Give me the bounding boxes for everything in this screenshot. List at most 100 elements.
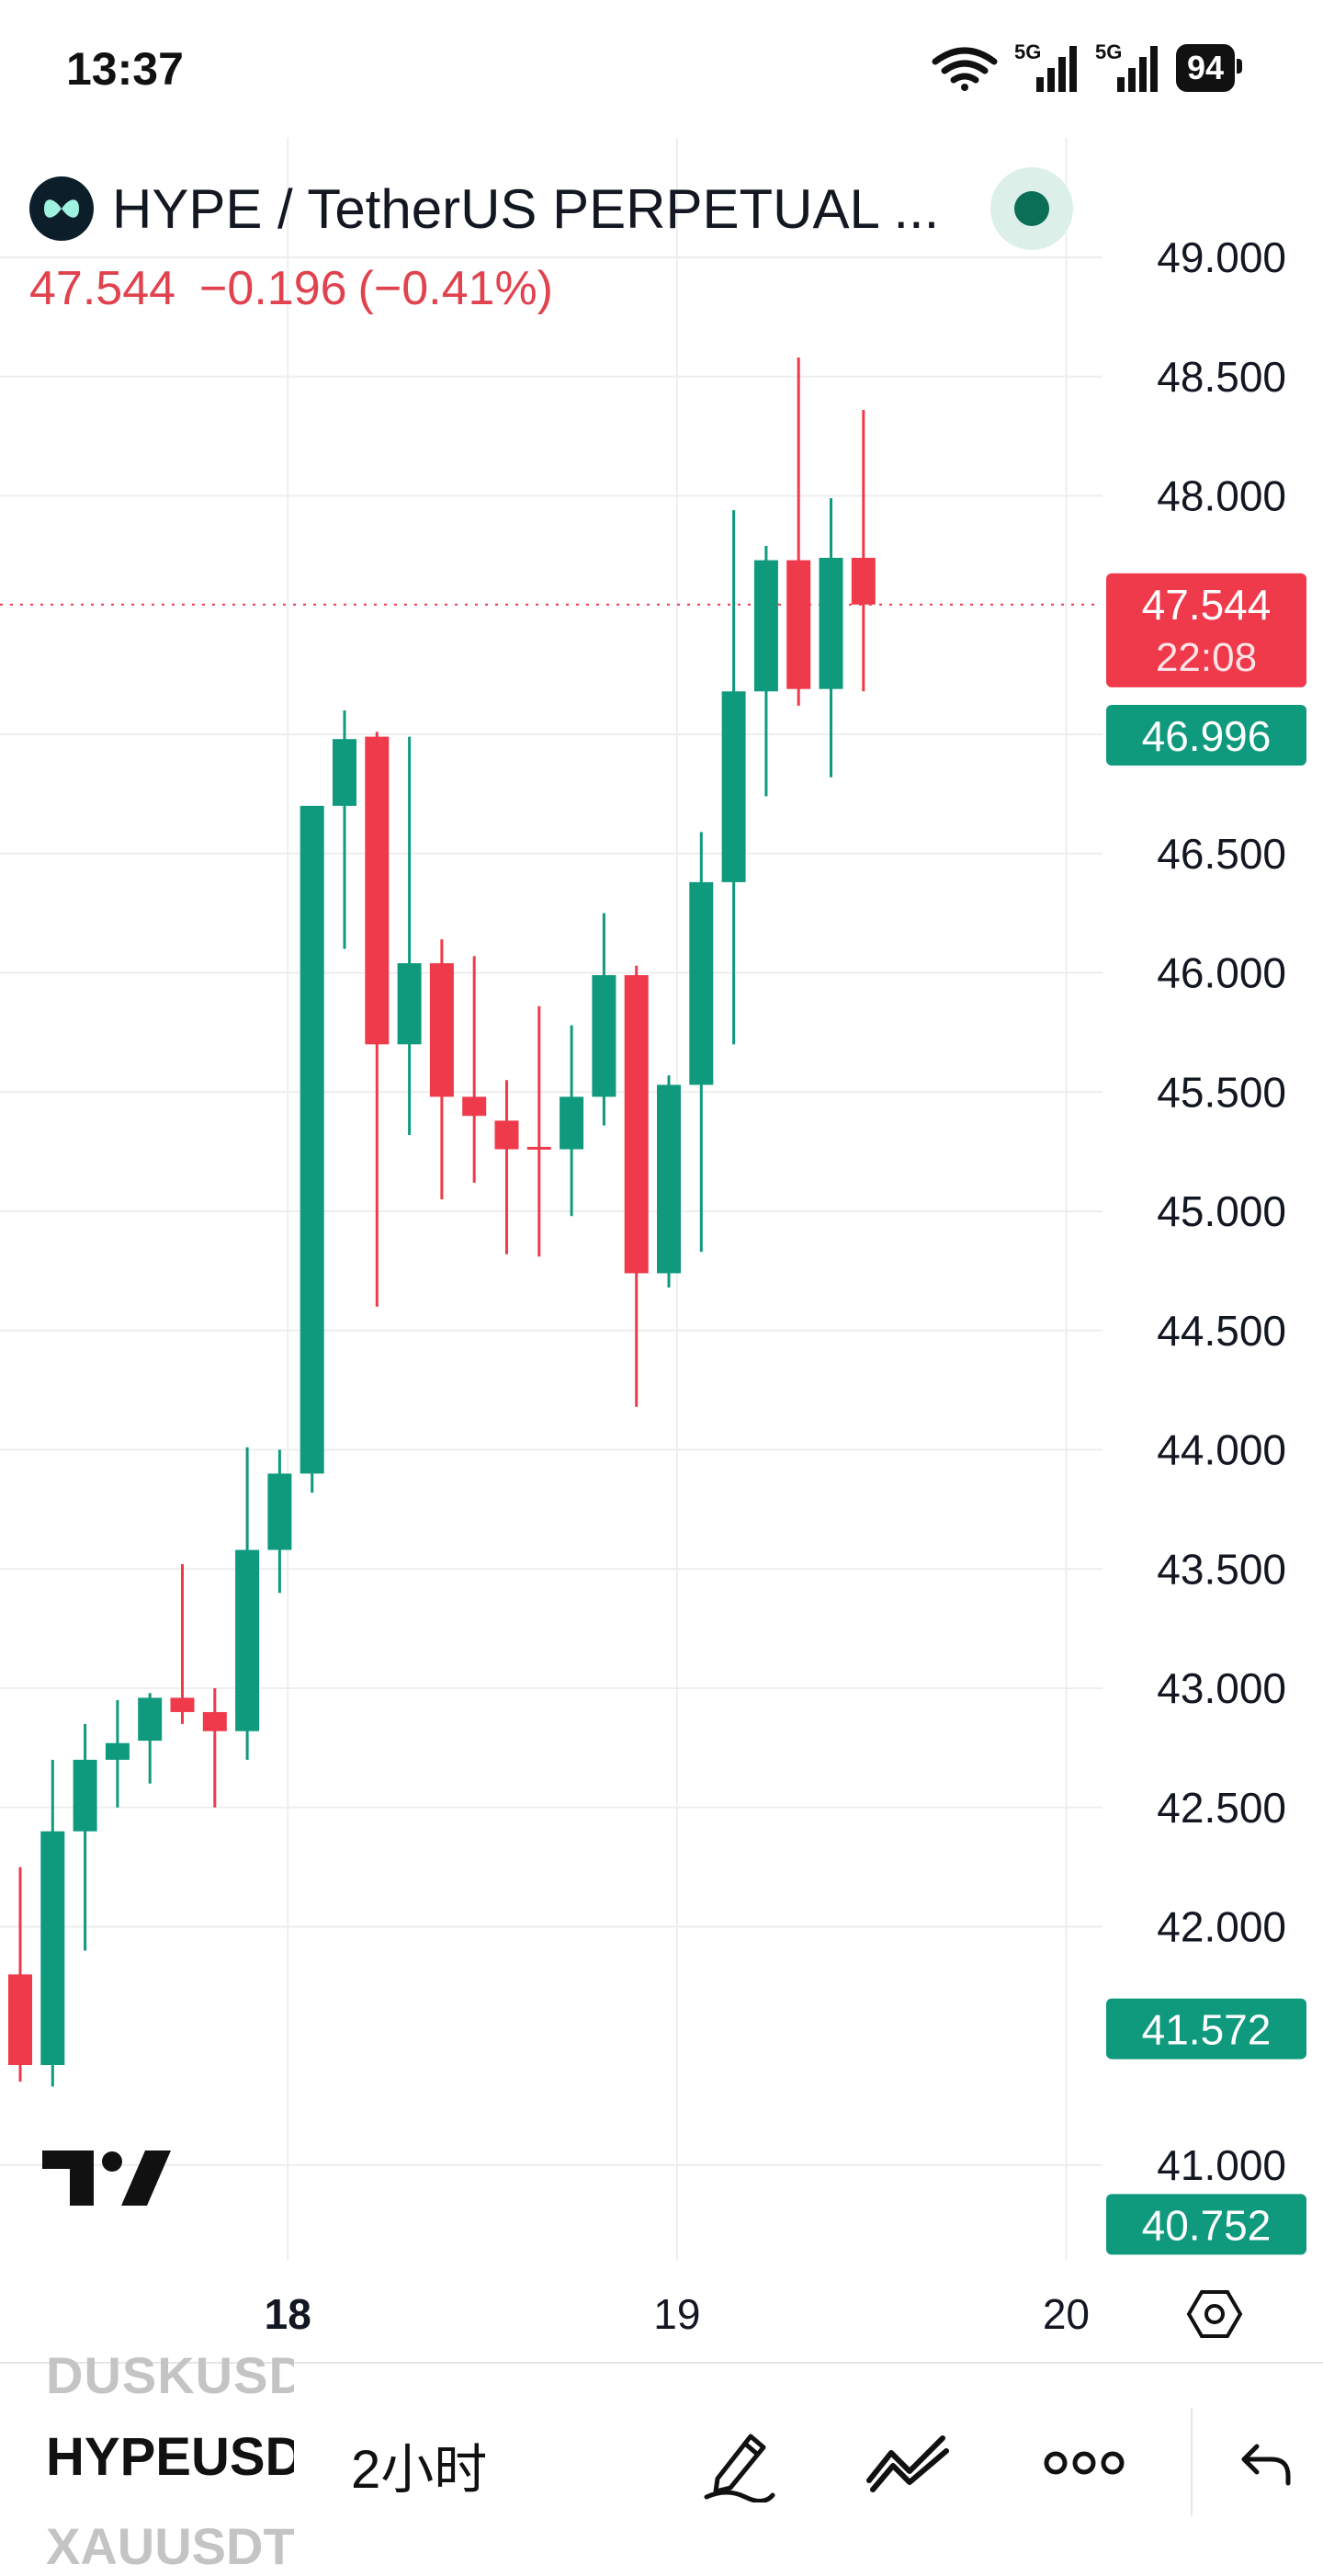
candle-body xyxy=(267,1473,292,1550)
price-tags: 47.544 22:08 46.996 41.572 40.752 xyxy=(1106,573,1306,2255)
candle-body xyxy=(138,1697,163,1742)
candle[interactable] xyxy=(462,956,487,1183)
candle[interactable] xyxy=(267,1449,292,1594)
candle[interactable] xyxy=(721,510,746,1045)
price-summary: 47.544 −0.196 (−0.41%) xyxy=(29,261,577,316)
price-tag-label: 41.572 xyxy=(1142,2006,1272,2054)
symbol-title[interactable]: HYPE / TetherUS PERPETUAL ... xyxy=(112,177,940,240)
last-price: 47.544 xyxy=(29,262,176,315)
candle[interactable] xyxy=(494,1080,519,1254)
candle[interactable] xyxy=(819,498,843,777)
price-axis-label: 43.000 xyxy=(1157,1664,1286,1712)
candle-body xyxy=(105,1742,130,1760)
candle[interactable] xyxy=(365,732,390,1307)
market-status-indicator[interactable] xyxy=(990,167,1073,250)
signal-icon: 5G xyxy=(1013,40,1079,94)
candle-body xyxy=(333,739,356,806)
candle[interactable] xyxy=(300,805,324,1493)
candle[interactable] xyxy=(851,410,876,692)
candle-body xyxy=(657,1084,681,1274)
candle-body xyxy=(753,560,778,692)
bottom-toolbar xyxy=(0,2362,1323,2553)
candle-body xyxy=(851,557,876,605)
price-tag: 47.544 22:08 xyxy=(1106,573,1306,687)
price-axis-label: 46.500 xyxy=(1157,830,1286,878)
symbol-picker-prev[interactable]: DUSKUSDT xyxy=(46,2346,294,2404)
grid xyxy=(0,138,1102,2261)
hype-logo-icon xyxy=(29,176,94,241)
candle[interactable] xyxy=(138,1693,163,1784)
candle-body xyxy=(8,1974,32,2066)
candle[interactable] xyxy=(202,1688,227,1808)
price-tag: 40.752 xyxy=(1106,2194,1306,2255)
candle-body xyxy=(73,1759,97,1832)
price-axis[interactable]: 49.00048.50048.00047.00046.50046.00045.5… xyxy=(1157,233,1286,2189)
candle[interactable] xyxy=(560,1025,584,1217)
candle-body xyxy=(365,736,390,1045)
candle[interactable] xyxy=(786,357,811,706)
candle-body xyxy=(462,1096,487,1117)
candle-body xyxy=(624,975,649,1274)
price-tag-label: 40.752 xyxy=(1142,2201,1272,2249)
symbol-picker-current[interactable]: HYPEUSDT xyxy=(46,2427,294,2487)
drawing-tool-button[interactable] xyxy=(693,2417,785,2509)
candlestick-chart[interactable]: 49.00048.50048.00047.00046.50046.00045.5… xyxy=(0,0,1323,2353)
candle[interactable] xyxy=(689,832,714,1253)
status-icons: 5G 5G 94 xyxy=(932,40,1243,96)
candle[interactable] xyxy=(333,710,356,949)
candle-body xyxy=(40,1831,65,2066)
price-change: −0.196 xyxy=(199,262,347,315)
candle[interactable] xyxy=(170,1564,195,1724)
more-options-button[interactable] xyxy=(1038,2417,1130,2509)
indicators-button[interactable] xyxy=(862,2417,954,2509)
interval-selector[interactable]: 2小时 xyxy=(351,2440,488,2500)
symbol-picker-next[interactable]: XAUUSDT xyxy=(46,2517,294,2575)
price-tag-box xyxy=(1106,705,1306,766)
candle-body xyxy=(560,1096,584,1150)
candle[interactable] xyxy=(8,1867,32,2082)
candle-body xyxy=(170,1697,195,1712)
candle[interactable] xyxy=(592,913,616,1126)
price-axis-label: 49.000 xyxy=(1157,233,1286,281)
network-type-label: 5G xyxy=(1013,40,1042,63)
candle[interactable] xyxy=(73,1723,97,1951)
candle[interactable] xyxy=(429,939,454,1200)
candle[interactable] xyxy=(105,1699,130,1808)
toolbar-divider xyxy=(1191,2408,1193,2516)
price-axis-label: 46.000 xyxy=(1157,949,1286,997)
price-tag-label: 47.544 xyxy=(1142,581,1272,629)
candle-body xyxy=(300,805,324,1474)
time-axis-label: 19 xyxy=(653,2290,700,2338)
candle[interactable] xyxy=(397,736,422,1135)
time-axis[interactable]: 18 19 20 xyxy=(265,2290,1090,2338)
price-axis-label: 43.500 xyxy=(1157,1545,1286,1593)
candle-body xyxy=(689,881,714,1085)
network-type-label: 5G xyxy=(1094,40,1123,63)
price-axis-label: 41.000 xyxy=(1157,2141,1286,2189)
status-time: 13:37 xyxy=(66,43,184,95)
price-axis-label: 45.500 xyxy=(1157,1068,1286,1116)
undo-icon xyxy=(1241,2444,1291,2486)
symbol-header[interactable]: HYPE / TetherUS PERPETUAL ... xyxy=(29,167,1077,250)
price-axis-label: 48.000 xyxy=(1157,472,1286,520)
price-axis-label: 44.000 xyxy=(1157,1426,1286,1474)
candle[interactable] xyxy=(753,545,778,797)
candle[interactable] xyxy=(624,965,649,1407)
battery-icon: 94 xyxy=(1175,44,1243,92)
price-axis-label: 45.000 xyxy=(1157,1187,1286,1235)
price-tag-box xyxy=(1106,1998,1306,2060)
price-axis-label: 48.500 xyxy=(1157,353,1286,401)
candle[interactable] xyxy=(40,1759,65,2087)
candle[interactable] xyxy=(657,1075,681,1288)
price-tag: 46.996 xyxy=(1106,705,1306,766)
candle[interactable] xyxy=(235,1447,260,1760)
price-tag: 41.572 xyxy=(1106,1998,1306,2060)
time-axis-label: 20 xyxy=(1043,2290,1090,2338)
chart-settings-icon[interactable] xyxy=(1186,2290,1243,2338)
undo-button[interactable] xyxy=(1229,2417,1303,2509)
tradingview-logo[interactable] xyxy=(42,2150,171,2206)
more-icon xyxy=(1044,2451,1125,2475)
candle[interactable] xyxy=(526,1005,551,1257)
candle-body xyxy=(235,1549,260,1731)
candle-body xyxy=(592,975,616,1097)
